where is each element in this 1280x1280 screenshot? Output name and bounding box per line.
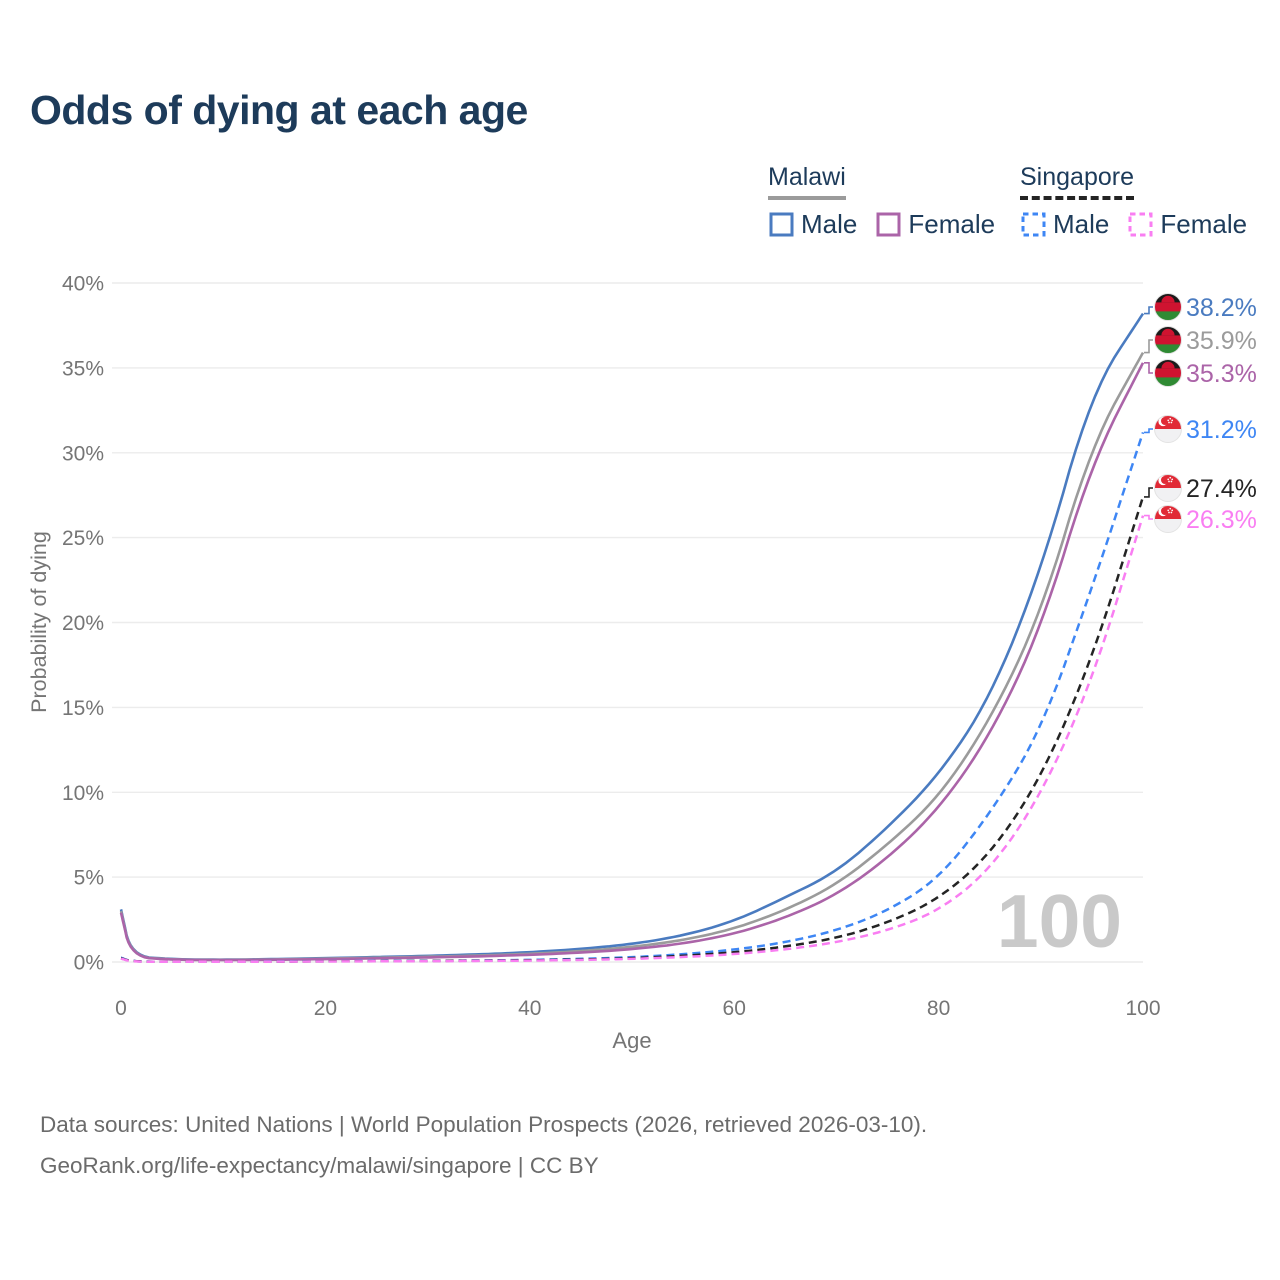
x-axis-title: Age — [612, 1028, 651, 1053]
series-line-malawi-male[interactable] — [119, 312, 1145, 962]
age-counter-watermark: 100 — [997, 879, 1122, 963]
legend-title-singapore-label: Singapore — [1020, 163, 1134, 191]
series-line-singapore-female[interactable] — [120, 515, 1145, 964]
end-value-label-singapore-combined: 27.4% — [1186, 475, 1257, 503]
y-tick-label: 35% — [62, 357, 104, 380]
end-connector-malawi-combined — [1144, 339, 1153, 354]
footer-credit-line: GeoRank.org/life-expectancy/malawi/singa… — [40, 1153, 599, 1178]
end-connector-malawi-male — [1144, 306, 1153, 315]
legend-swatch-malawi-male-icon — [769, 212, 794, 237]
legend-label-singapore-female: Female — [1160, 209, 1248, 239]
legend-label-malawi-female: Female — [908, 209, 996, 239]
grid-layer — [112, 282, 1143, 963]
end-value-label-singapore-male: 31.2% — [1186, 416, 1257, 444]
series-line-singapore-combined[interactable] — [120, 496, 1145, 964]
end-connector-malawi-female — [1144, 362, 1153, 374]
legend-item-malawi-male[interactable]: Male — [768, 209, 857, 240]
end-value-label-malawi-male: 38.2% — [1186, 294, 1257, 322]
flag-icon-malawi — [1154, 293, 1182, 321]
y-tick-label: 40% — [62, 273, 104, 296]
legend-item-malawi-female[interactable]: Female — [875, 209, 995, 240]
end-value-label-singapore-female: 26.3% — [1186, 506, 1257, 534]
series-line-malawi-combined[interactable] — [119, 351, 1145, 962]
flag-icon-singapore — [1154, 415, 1182, 443]
x-tick-label: 0 — [115, 997, 127, 1020]
y-tick-label: 25% — [62, 527, 104, 550]
legend-group-singapore: Singapore Male Female — [1020, 163, 1247, 240]
end-value-label-malawi-combined: 35.9% — [1186, 327, 1257, 355]
y-tick-label: 5% — [74, 867, 104, 890]
x-tick-label: 40 — [518, 997, 541, 1020]
footer-sources-line: Data sources: United Nations | World Pop… — [40, 1112, 928, 1137]
legend-swatch-singapore-male-icon — [1021, 212, 1046, 237]
series-layer — [119, 312, 1145, 964]
flag-icon-malawi — [1154, 326, 1182, 354]
x-tick-label: 20 — [314, 997, 337, 1020]
series-line-singapore-male[interactable] — [120, 432, 1145, 964]
y-tick-label: 10% — [62, 782, 104, 805]
y-tick-label: 15% — [62, 697, 104, 720]
end-connector-singapore-male — [1144, 428, 1153, 434]
y-tick-label: 30% — [62, 442, 104, 465]
y-axis-title: Probability of dying — [27, 531, 51, 713]
legend-title-malawi-label: Malawi — [768, 163, 846, 191]
legend-label-singapore-male: Male — [1053, 209, 1110, 239]
legend-title-malawi[interactable]: Malawi — [768, 163, 846, 200]
y-tick-label: 20% — [62, 612, 104, 635]
flag-icon-singapore — [1154, 505, 1182, 533]
legend-item-singapore-male[interactable]: Male — [1020, 209, 1109, 240]
legend-items-singapore: Male Female — [1020, 209, 1247, 240]
tick-layer: 0% 5% 10% 15% 20% 25% 30% 35% 40% 0 20 40 60 80 100 — [62, 273, 1161, 1021]
legend-item-singapore-female[interactable]: Female — [1127, 209, 1247, 240]
legend-swatch-singapore-female-icon — [1128, 212, 1153, 237]
y-tick-label: 0% — [74, 952, 104, 975]
legend-label-malawi-male: Male — [801, 209, 858, 239]
flag-icon-singapore — [1154, 474, 1182, 502]
end-value-label-malawi-female: 35.3% — [1186, 360, 1257, 388]
x-tick-label: 60 — [723, 997, 746, 1020]
flag-icon-malawi — [1154, 359, 1182, 387]
x-tick-label: 80 — [927, 997, 950, 1020]
legend-swatch-malawi-female-icon — [876, 212, 901, 237]
x-tick-label: 100 — [1125, 997, 1160, 1020]
legend-group-malawi: Malawi Male Female — [768, 163, 995, 240]
page-title: Odds of dying at each age — [30, 87, 528, 133]
footer: Data sources: United Nations | World Pop… — [40, 1104, 927, 1186]
annotation-layer: 38.2% 35.9% 35.3% 31.2% 27.4% 26.3% — [1144, 293, 1257, 534]
series-line-malawi-female[interactable] — [119, 362, 1145, 962]
end-connector-singapore-combined — [1144, 487, 1153, 498]
legend-title-singapore[interactable]: Singapore — [1020, 163, 1134, 200]
end-connector-singapore-female — [1144, 514, 1153, 520]
legend-items-malawi: Male Female — [768, 209, 995, 240]
